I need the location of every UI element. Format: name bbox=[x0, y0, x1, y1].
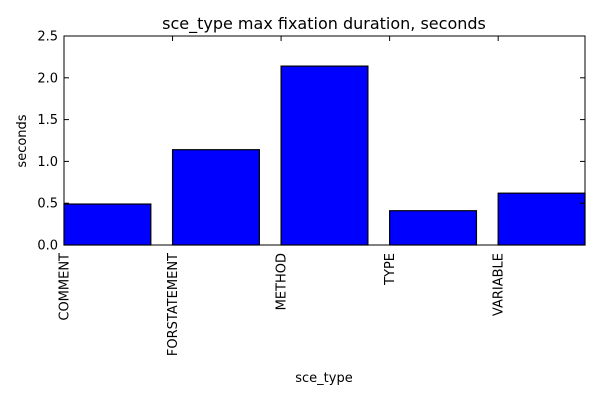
bar-variable bbox=[497, 192, 586, 246]
x-axis-ticks: COMMENT FORSTATEMENT METHOD TYPE VARIABLE bbox=[58, 36, 507, 356]
bar-forstatement bbox=[171, 149, 260, 246]
y-tick-label: 0.5 bbox=[37, 197, 58, 212]
bar-type bbox=[389, 210, 478, 246]
bars-group bbox=[63, 65, 586, 246]
x-tick-label-type: TYPE bbox=[383, 253, 398, 286]
y-tick-label: 0.0 bbox=[37, 239, 58, 254]
x-tick-label-variable: VARIABLE bbox=[492, 253, 507, 316]
x-axis-label: sce_type bbox=[295, 371, 352, 386]
x-tick-label-method: METHOD bbox=[275, 253, 290, 310]
x-tick-label-comment: COMMENT bbox=[58, 253, 73, 321]
y-tick-label: 2.5 bbox=[37, 30, 58, 45]
x-tick-label-forstatement: FORSTATEMENT bbox=[166, 253, 181, 356]
chart-title: sce_type max fixation duration, seconds bbox=[162, 14, 486, 34]
bar-comment bbox=[63, 203, 152, 246]
bar-method bbox=[280, 65, 369, 246]
y-axis-label: seconds bbox=[15, 114, 30, 167]
y-axis-ticks: 0.0 0.5 1.0 1.5 2.0 2.5 bbox=[37, 30, 585, 254]
y-tick-label: 2.0 bbox=[37, 71, 58, 86]
y-tick-label: 1.5 bbox=[37, 113, 58, 128]
y-tick-label: 1.0 bbox=[37, 155, 58, 170]
plot-frame bbox=[63, 35, 586, 246]
